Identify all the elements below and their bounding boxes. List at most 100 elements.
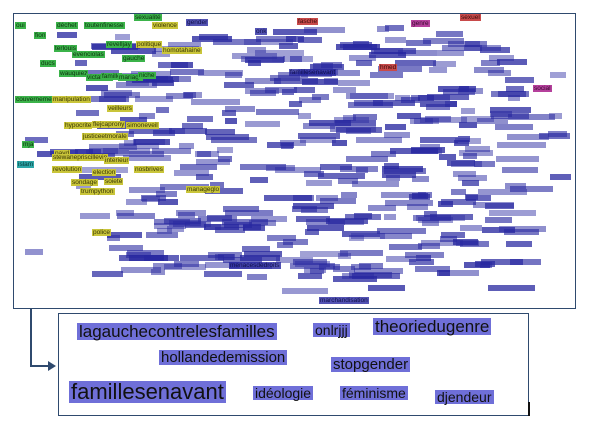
cloud-word: stewanepriscillevin (52, 154, 109, 161)
cloud-word-blob (250, 216, 287, 223)
cloud-word-blob (487, 285, 535, 292)
cloud-word: genre (411, 20, 430, 27)
zoom-word: lagauchecontrelesfamilles (77, 322, 277, 341)
cloud-word-blob (232, 52, 278, 59)
cloud-word-blob (384, 132, 411, 139)
cloud-word-blob (158, 199, 179, 206)
cloud-word-blob (419, 136, 458, 143)
word-cloud: oui déchet toutenfinesse sexualité violence g… (14, 14, 574, 307)
cloud-word-blob (424, 210, 438, 217)
cloud-word-blob (299, 251, 348, 258)
cloud-word-blob (461, 107, 476, 114)
cloud-word-blob (210, 181, 225, 188)
cloud-word-blob (378, 66, 423, 73)
cloud-word-blob (407, 203, 429, 210)
cloud-word: revolution (52, 166, 83, 173)
cloud-word-blob (300, 206, 328, 213)
cloud-word-blob (438, 270, 479, 277)
cloud-word-blob (460, 225, 482, 232)
cloud-word-blob (124, 140, 137, 147)
cloud-word-blob (380, 233, 413, 240)
cloud-word-blob (462, 153, 477, 160)
cloud-word-blob (421, 240, 464, 247)
cloud-word-blob (340, 192, 357, 199)
cloud-word-blob (144, 254, 180, 261)
cloud-word-blob (166, 93, 194, 100)
cloud-word: sexuel (460, 14, 481, 21)
cloud-word-blob (205, 261, 240, 268)
cloud-word-blob (301, 78, 338, 85)
cloud-word-blob (184, 221, 206, 228)
cloud-word-blob (411, 176, 429, 183)
cloud-word-blob (241, 55, 273, 62)
cloud-word-blob (339, 250, 383, 257)
cloud-word-blob (106, 235, 120, 242)
cloud-word-blob (395, 60, 437, 67)
cloud-word-blob (126, 249, 164, 256)
cloud-word-blob (342, 115, 356, 122)
cloud-word-blob (108, 244, 143, 251)
cloud-word-blob (283, 238, 309, 245)
cloud-word-blob (246, 47, 266, 54)
cloud-word-blob (385, 37, 407, 44)
cloud-word-blob (422, 220, 440, 227)
cloud-word-blob (298, 36, 323, 43)
cloud-word: marchandisation (319, 297, 369, 304)
cloud-word-blob (441, 198, 477, 205)
cloud-word-blob (203, 271, 242, 278)
cloud-word-blob (170, 62, 193, 69)
cloud-word: fasche (297, 18, 319, 25)
cloud-word-blob (290, 56, 303, 63)
cloud-word-blob (245, 78, 282, 85)
cloud-word-blob (418, 242, 441, 249)
cloud-word: manageglo (186, 186, 221, 193)
cloud-word-blob (414, 266, 450, 273)
cloud-word-blob (504, 183, 526, 190)
cloud-word-blob (134, 95, 173, 102)
cloud-word-blob (465, 145, 491, 152)
cloud-word-blob (349, 92, 394, 99)
cloud-word-blob (441, 231, 465, 238)
cloud-word: trumpython (80, 188, 115, 195)
cloud-word-blob (119, 142, 160, 149)
cloud-word-blob (292, 202, 334, 209)
cloud-word-blob (242, 223, 261, 230)
cloud-word: evenciolas (72, 51, 105, 58)
zoom-word: theoriedugenre (373, 317, 492, 336)
cloud-word: justiceetmorale (82, 133, 128, 140)
cloud-word-blob (505, 240, 532, 247)
zoom-word: hollandedemission (159, 349, 288, 366)
cloud-word-blob (266, 141, 294, 148)
cloud-word: soiete (104, 178, 124, 185)
cloud-word-blob (298, 96, 321, 103)
cloud-word: ducs (40, 60, 56, 67)
cloud-word-blob (405, 39, 431, 46)
cloud-word-blob (141, 196, 160, 203)
cloud-word-blob (507, 113, 555, 120)
cloud-word-blob (145, 231, 178, 238)
cloud-word-blob (208, 251, 243, 258)
cloud-word: famillesenavant (289, 69, 337, 76)
cloud-word-blob (329, 69, 360, 76)
zoom-connector-line (30, 309, 32, 366)
cloud-word-blob (37, 150, 61, 157)
cloud-word-blob (247, 60, 261, 67)
cloud-word-blob (384, 200, 433, 207)
cloud-word-blob (303, 170, 324, 177)
cloud-word-blob (386, 256, 417, 263)
cloud-word-blob (273, 29, 318, 36)
cloud-word-blob (507, 134, 550, 141)
cloud-word-blob (458, 149, 493, 156)
cloud-word-blob (320, 61, 342, 68)
cloud-word-blob (217, 147, 234, 154)
arrow-right-icon (48, 361, 56, 371)
cloud-word-blob (151, 148, 191, 155)
cloud-word-blob (423, 37, 465, 44)
cloud-word-blob (225, 106, 256, 113)
cloud-word-blob (384, 123, 406, 130)
cloud-word-blob (85, 85, 108, 91)
cloud-word-blob (115, 34, 131, 41)
cloud-word-blob (157, 227, 173, 234)
cloud-word-blob (239, 163, 286, 170)
cloud-word-blob (25, 137, 49, 144)
